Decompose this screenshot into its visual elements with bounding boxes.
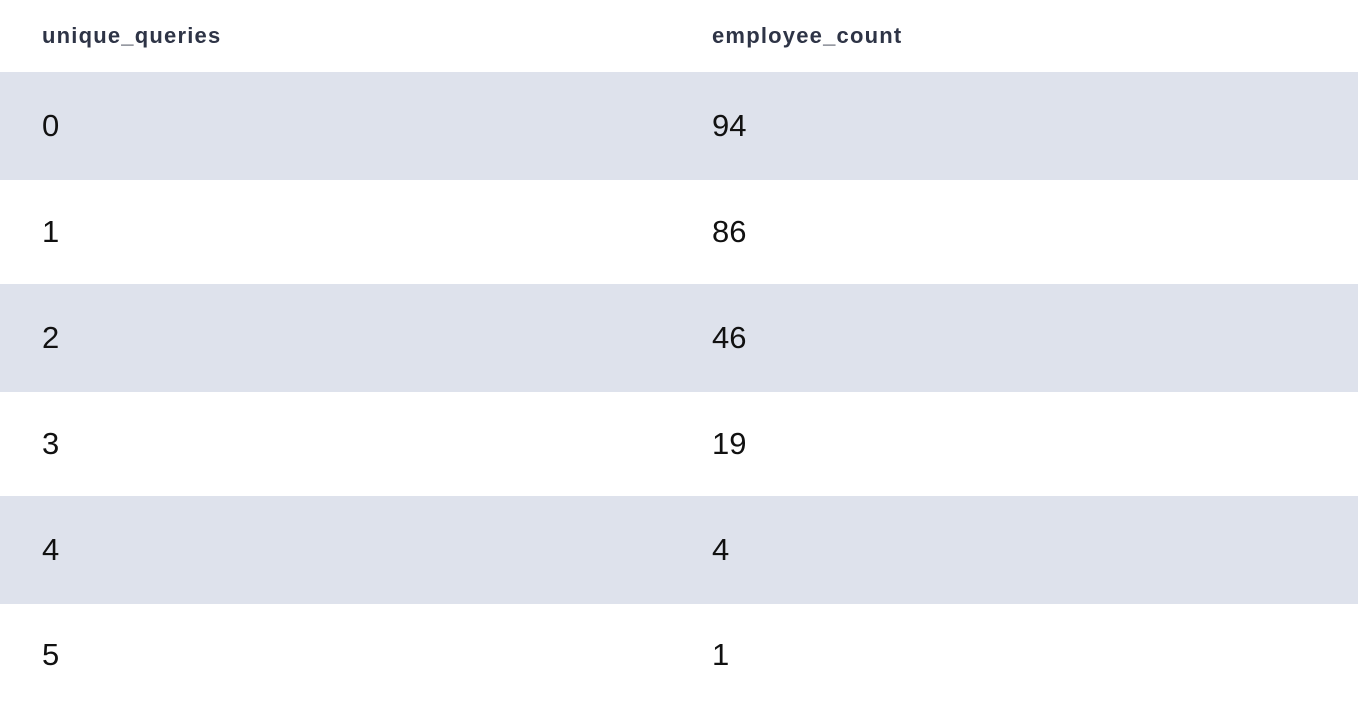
cell-employee-count: 1 <box>712 637 730 672</box>
column-header-employee-count[interactable]: employee_count <box>670 0 1358 72</box>
table-row: 0 94 <box>0 72 1358 180</box>
table-body: 0 94 1 86 2 46 3 19 4 4 5 1 <box>0 72 1358 706</box>
table-row: 3 19 <box>0 392 1358 496</box>
table-row: 2 46 <box>0 284 1358 392</box>
cell-employee-count: 19 <box>712 426 747 461</box>
cell-employee-count: 94 <box>712 108 747 143</box>
cell-employee-count: 46 <box>712 320 747 355</box>
table-row: 4 4 <box>0 496 1358 604</box>
cell-unique-queries: 4 <box>42 532 60 567</box>
table-row: 5 1 <box>0 604 1358 706</box>
cell-employee-count: 4 <box>712 532 730 567</box>
cell-unique-queries: 1 <box>42 214 60 249</box>
column-header-unique-queries[interactable]: unique_queries <box>0 0 670 72</box>
cell-unique-queries: 0 <box>42 108 60 143</box>
cell-unique-queries: 5 <box>42 637 60 672</box>
cell-employee-count: 86 <box>712 214 747 249</box>
header-row: unique_queries employee_count <box>0 0 1358 72</box>
cell-unique-queries: 2 <box>42 320 60 355</box>
table-header: unique_queries employee_count <box>0 0 1358 72</box>
table-row: 1 86 <box>0 180 1358 284</box>
cell-unique-queries: 3 <box>42 426 60 461</box>
